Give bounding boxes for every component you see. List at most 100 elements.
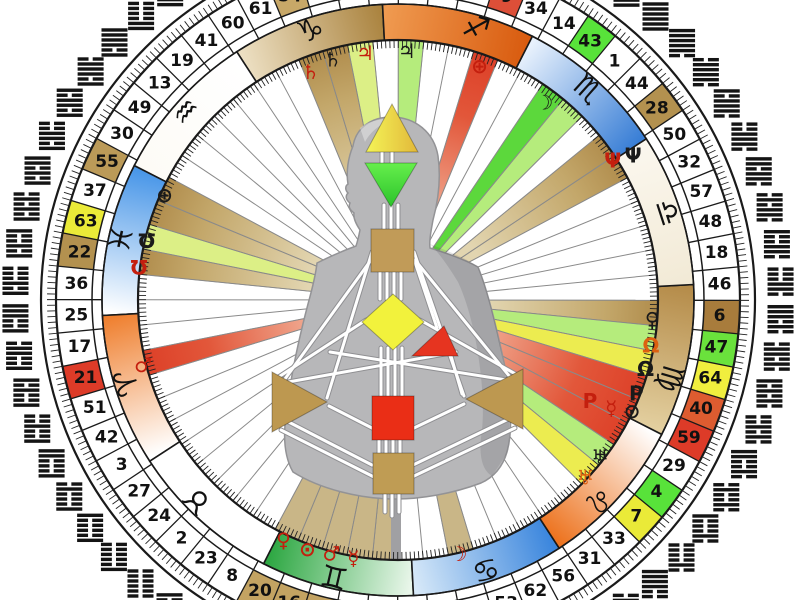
gate-number-37: 37 — [83, 181, 107, 201]
tick-inner — [253, 83, 259, 91]
tick-outer — [719, 181, 729, 186]
tick-inner — [143, 244, 152, 247]
tick-inner — [170, 421, 178, 427]
tick-inner — [584, 125, 592, 132]
tick-inner — [236, 95, 242, 103]
cell-divider — [337, 590, 341, 600]
tick-inner — [196, 134, 204, 141]
spoke — [429, 83, 544, 253]
tick-inner — [199, 462, 206, 469]
cell-divider — [454, 590, 458, 600]
tick-outer — [668, 508, 677, 515]
tick-outer — [582, 587, 589, 596]
tick-inner — [509, 66, 514, 75]
tick-outer — [67, 414, 77, 419]
tick-outer — [149, 51, 157, 59]
gate-number-4: 4 — [651, 482, 663, 502]
ring-zodiac_inner — [136, 38, 660, 562]
planet-glyph-red-10: ℧ — [131, 255, 148, 279]
tick-inner — [616, 169, 624, 175]
tick-outer — [78, 154, 87, 159]
tick-outer — [56, 219, 66, 223]
tick-inner — [210, 474, 218, 481]
tick-inner — [271, 519, 276, 528]
tick-inner — [594, 456, 602, 463]
tick-inner — [599, 449, 607, 456]
hexagram-2 — [127, 569, 154, 598]
tick-inner — [547, 502, 554, 510]
tick-inner — [627, 403, 635, 408]
gate-cell-20 — [237, 569, 281, 600]
hexagram-17 — [6, 341, 33, 370]
tick-inner — [474, 539, 478, 548]
gate-cell-63 — [62, 200, 106, 240]
tick-inner — [526, 516, 532, 524]
tick-outer — [145, 55, 153, 63]
tick-outer — [193, 14, 200, 23]
tick-inner — [639, 224, 648, 228]
tick-outer — [57, 213, 67, 217]
tick-inner — [534, 81, 540, 89]
tick-outer — [48, 332, 58, 335]
tick-inner — [306, 56, 310, 65]
tick-inner — [286, 527, 291, 536]
tick-outer — [694, 124, 703, 130]
tick-inner — [232, 494, 239, 502]
tick-inner — [628, 400, 637, 405]
gate-number-8: 8 — [226, 566, 238, 586]
tick-inner — [544, 88, 551, 96]
cell-divider — [561, 545, 589, 585]
tick-outer — [48, 270, 58, 273]
hexagram-43 — [613, 0, 640, 7]
tick-outer — [65, 409, 75, 413]
tick-inner — [519, 520, 525, 528]
gate-number-24: 24 — [147, 506, 171, 526]
cell-divider — [133, 82, 170, 113]
tick-outer — [614, 564, 621, 572]
tick-outer — [153, 47, 161, 55]
tick-outer — [207, 586, 213, 596]
center-sacral — [371, 395, 415, 441]
tick-inner — [576, 116, 583, 123]
tick-inner — [157, 199, 166, 204]
gate-number-28: 28 — [645, 98, 669, 118]
gate-number-50: 50 — [663, 125, 687, 145]
tick-inner — [229, 491, 236, 499]
tick-inner — [191, 141, 199, 147]
spoke — [438, 115, 583, 260]
tick-inner — [219, 483, 226, 490]
cell-divider — [482, 583, 490, 600]
tick-inner — [645, 253, 654, 256]
tick-inner — [530, 79, 536, 87]
tick-outer — [719, 415, 729, 420]
tick-inner — [630, 396, 639, 401]
tick-outer — [733, 231, 743, 235]
tick-inner — [142, 348, 151, 351]
tick-inner — [181, 154, 189, 161]
tick-inner — [482, 55, 487, 63]
gate-cell-54 — [274, 0, 310, 18]
tick-inner — [642, 361, 651, 364]
tick-inner — [207, 471, 215, 478]
tick-outer — [592, 11, 599, 20]
tick-inner — [151, 380, 160, 384]
tick-inner — [204, 468, 212, 475]
tick-outer — [643, 55, 651, 63]
tick-outer — [685, 109, 694, 116]
channel-line — [275, 350, 458, 386]
tick-inner — [494, 59, 499, 68]
spoke — [442, 134, 600, 264]
cell-divider — [510, 0, 524, 27]
tick-inner — [359, 42, 362, 51]
tick-outer — [639, 51, 647, 59]
tick-inner — [147, 368, 156, 372]
hexagram-50 — [713, 89, 740, 118]
cell-divider — [483, 0, 491, 18]
tick-inner — [609, 436, 617, 442]
tick-inner — [149, 223, 158, 228]
tick-inner — [581, 472, 588, 479]
tick-outer — [682, 104, 691, 111]
tick-inner — [264, 76, 270, 84]
cell-divider — [57, 265, 104, 272]
